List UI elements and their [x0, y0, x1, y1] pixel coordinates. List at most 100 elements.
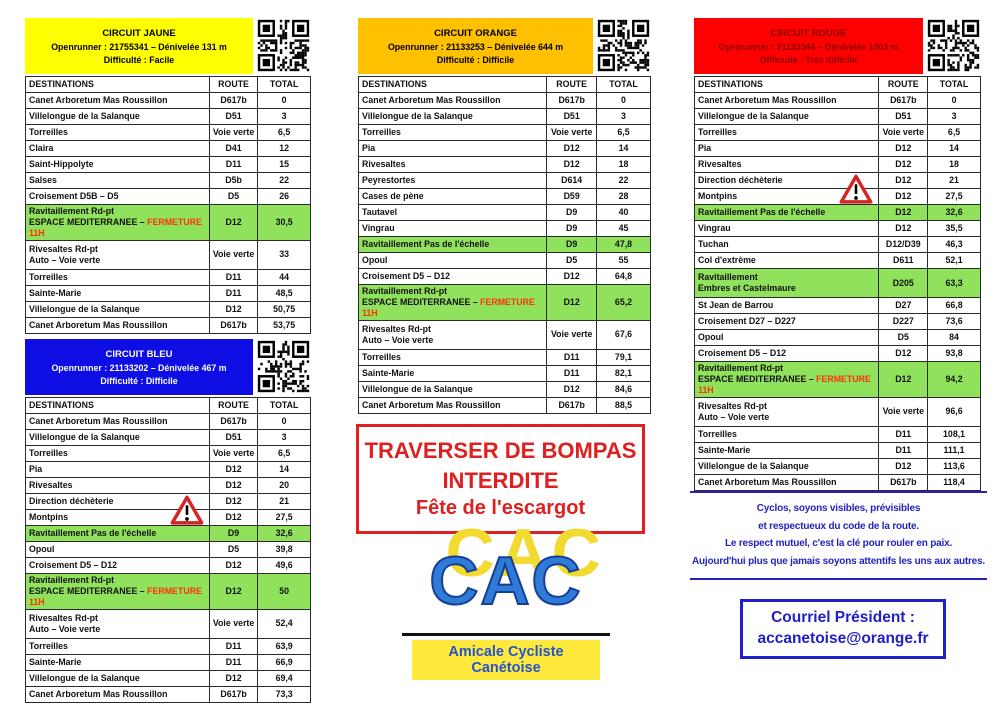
- destination-text: Pia: [362, 143, 376, 153]
- destination-text-line2: ESPACE MEDITERRANEE – FERMETURE 11H: [698, 373, 871, 395]
- closing-time-warning: FERMETURE 11H: [698, 373, 871, 395]
- destination-cell: Torreilles: [25, 637, 210, 655]
- destination-cell: Direction déchèterie: [25, 493, 210, 525]
- destination-cell: Torreilles: [357, 348, 548, 366]
- destination-text: Canet Arboretum Mas Roussillon: [362, 95, 501, 105]
- destination-text: Sainte-Marie: [698, 444, 751, 455]
- destination-text: Croisement D5 – D12: [362, 271, 451, 281]
- column-header: ROUTE: [208, 76, 259, 93]
- circuit-banner: CIRCUIT BLEU Openrunner : 21133202 – Dén…: [25, 339, 253, 395]
- total-km-cell: 6,5: [257, 124, 311, 141]
- route-cell: D11: [546, 348, 597, 366]
- circuit-bleu-header: CIRCUIT BLEU Openrunner : 21133202 – Dén…: [25, 339, 311, 395]
- total-km-cell: 44: [257, 268, 311, 286]
- total-km-cell: 27,5: [257, 509, 311, 526]
- table-row: Croisement D5 – D12 D12 49,6: [25, 557, 311, 574]
- table-header-row: DESTINATIONS ROUTE TOTAL: [357, 76, 652, 93]
- circuit-banner: CIRCUIT ROUGE Openrunner : 21133044 – Dé…: [694, 18, 923, 74]
- table-row: Torreilles D11 79,1: [357, 348, 652, 366]
- destination-text: Villelongue de la Salanque: [29, 303, 140, 314]
- table-row: Vingrau D12 35,5: [693, 220, 981, 237]
- total-km-cell: 66,9: [257, 653, 311, 671]
- destination-text: Rivesaltes Rd-pt: [29, 612, 98, 623]
- total-km-cell: 111,1: [927, 441, 981, 459]
- destination-cell: Ravitaillement Rd-pt ESPACE MEDITERRANEE …: [25, 573, 210, 610]
- destination-cell: Peyrestortes: [357, 172, 548, 189]
- destination-text: Torreilles: [29, 127, 68, 137]
- total-km-cell: 12: [257, 140, 311, 157]
- route-cell: Voie verte: [546, 319, 597, 350]
- table-row: Col d'extrème D611 52,1: [693, 252, 981, 269]
- table-row: Canet Arboretum Mas Roussillon D617b 0: [693, 92, 981, 109]
- closing-time-warning: FERMETURE 11H: [362, 296, 535, 318]
- total-km-cell: 66,8: [927, 297, 981, 314]
- circuit-title: CIRCUIT BLEU: [105, 348, 173, 360]
- destination-text: Direction déchèterie: [698, 175, 783, 185]
- destination-text: Canet Arboretum Mas Roussillon: [29, 95, 168, 105]
- route-cell: D12: [878, 220, 929, 237]
- route-cell: D11: [208, 653, 259, 671]
- total-km-cell: 55: [595, 252, 652, 269]
- table-row: Direction déchèterie D12 21: [693, 172, 981, 204]
- column-header: ROUTE: [878, 76, 929, 93]
- table-header-row: DESTINATIONS ROUTE TOTAL: [693, 76, 981, 93]
- route-cell: D12: [208, 461, 259, 478]
- destination-cell: Canet Arboretum Mas Roussillon: [25, 413, 210, 430]
- route-cell: Voie verte: [208, 239, 259, 270]
- total-km-cell: 73,3: [257, 685, 311, 703]
- table-row: Torreilles D11 63,9: [25, 637, 311, 655]
- total-km-cell: 0: [927, 92, 981, 109]
- table-row: St Jean de Barrou D27 66,8: [693, 297, 981, 314]
- destination-cell: Canet Arboretum Mas Roussillon: [693, 473, 880, 491]
- destination-text: Villelongue de la Salanque: [29, 111, 140, 121]
- circuit-subtitle: Openrunner : 21133253 – Dénivelée 644 m: [387, 41, 564, 52]
- route-cell: D5: [878, 329, 929, 346]
- route-cell: D27: [878, 297, 929, 314]
- destination-cell: Col d'extrème: [693, 252, 880, 269]
- circuit-subtitle: Openrunner : 21133202 – Dénivelée 467 m: [51, 362, 227, 373]
- column-header: ROUTE: [546, 76, 597, 93]
- destination-text: Torreilles: [29, 640, 68, 651]
- destination-text: Torreilles: [362, 127, 401, 137]
- destination-text: Opoul: [698, 332, 724, 342]
- destination-cell: Villelongue de la Salanque: [357, 108, 548, 125]
- table-row: Cases de pène D59 28: [357, 188, 652, 205]
- club-logo: CAC CAC Amicale Cycliste Canétoise: [400, 515, 612, 680]
- total-km-cell: 118,4: [927, 473, 981, 491]
- table-row: Villelongue de la Salanque D12 50,75: [25, 300, 311, 318]
- destination-text: Direction déchèterie: [29, 496, 114, 506]
- destination-cell: Croisement D5 – D12: [357, 268, 548, 285]
- table-row: Claira D41 12: [25, 140, 311, 157]
- destination-text: Ravitaillement Rd-pt: [29, 575, 115, 585]
- column-header: DESTINATIONS: [25, 76, 210, 93]
- destination-cell: Villelongue de la Salanque: [25, 669, 210, 687]
- route-cell: D51: [208, 108, 259, 125]
- total-km-cell: 93,8: [927, 345, 981, 362]
- warning-triangle-icon: [170, 495, 204, 529]
- route-cell: D11: [878, 441, 929, 459]
- table-row: Sainte-Marie D11 111,1: [693, 441, 981, 459]
- table-row: Salses D5b 22: [25, 172, 311, 189]
- destination-text: Opoul: [362, 255, 388, 265]
- table-row: Canet Arboretum Mas Roussillon D617b 0: [25, 413, 311, 430]
- total-km-cell: 50,75: [257, 300, 311, 318]
- total-km-cell: 84,6: [595, 380, 652, 398]
- table-row: Tautavel D9 40: [357, 204, 652, 221]
- route-cell: D12: [878, 172, 929, 189]
- destination-cell: Torreilles: [357, 124, 548, 141]
- safety-line: Aujourd'hui plus que jamais soyons atten…: [692, 555, 985, 567]
- destination-text-line2: ESPACE MEDITERRANEE – FERMETURE 11H: [29, 585, 202, 607]
- notice-line: INTERDITE: [442, 467, 559, 493]
- route-cell: D5: [546, 252, 597, 269]
- route-table: DESTINATIONS ROUTE TOTAL Canet Arboretum Ma…: [25, 76, 311, 334]
- destination-cell: Villelongue de la Salanque: [693, 108, 880, 125]
- table-row: Pia D12 14: [693, 140, 981, 157]
- destination-cell: Opoul: [25, 541, 210, 558]
- destination-cell: Vingrau: [693, 220, 880, 237]
- total-km-cell: 48,5: [257, 284, 311, 302]
- destination-text: Canet Arboretum Mas Roussillon: [29, 319, 168, 330]
- destination-text: Salses: [29, 175, 57, 185]
- total-km-cell: 0: [257, 92, 311, 109]
- destination-text: Col d'extrème: [698, 255, 756, 265]
- destination-cell: Rivesaltes Rd-pt Auto – Voie verte: [25, 239, 210, 270]
